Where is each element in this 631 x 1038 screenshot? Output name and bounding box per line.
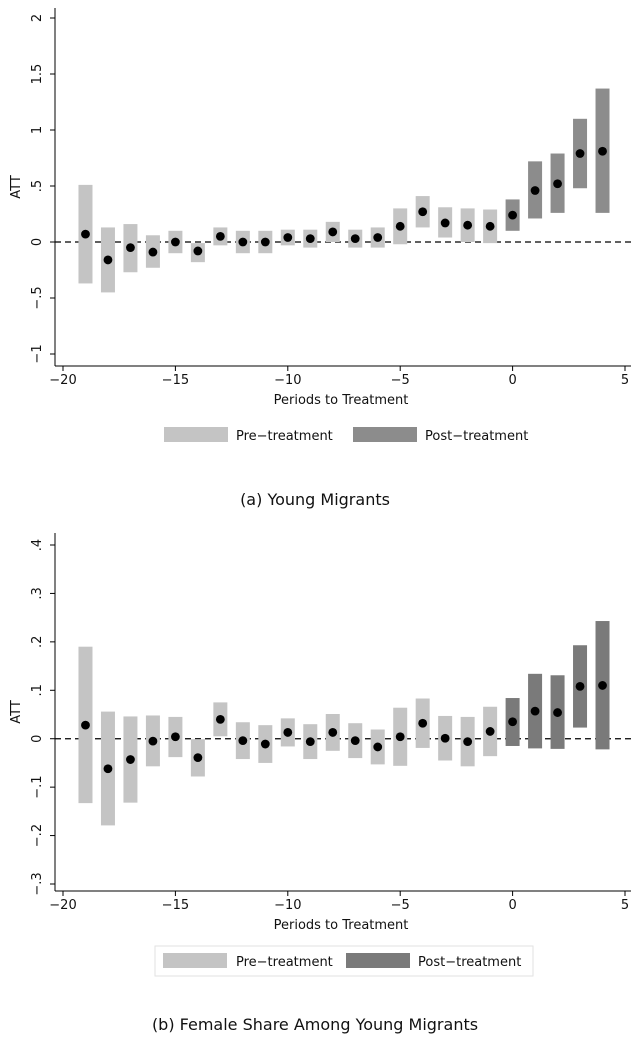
x-axis-label-b: Periods to Treatment — [274, 918, 409, 933]
legend-label-post-b: Post−treatment — [418, 955, 521, 970]
legend-swatch-post-b — [346, 953, 410, 968]
x-tick-label-b: −15 — [162, 898, 189, 913]
panel-a: −20 −15 −10 −5 0 5 −1 −.5 0 .5 1 1.5 2 ATT Periods t… — [9, 8, 631, 509]
point-estimate-a — [328, 227, 338, 237]
caption-a: (a) Young Migrants — [240, 490, 390, 509]
point-estimate-a — [575, 149, 585, 158]
point-estimate-a — [283, 233, 293, 242]
point-estimate-b — [328, 728, 338, 737]
x-tick-label-a: −10 — [274, 373, 301, 388]
point-estimate-a — [485, 221, 495, 231]
x-tick-label-b: −20 — [49, 898, 76, 913]
point-estimate-a — [598, 146, 607, 156]
panel-b: −20 −15 −10 −5 0 5 −.3 −.2 −.1 0 .1 .2 .3 .4 ATT Peri… — [9, 533, 631, 1034]
point-estimate-b — [238, 736, 248, 746]
point-estimate-b — [418, 718, 428, 728]
point-estimate-b — [508, 717, 517, 727]
y-tick-label-a: 1 — [30, 126, 45, 134]
point-estimate-b — [530, 706, 540, 716]
legend-swatch-post-a — [353, 427, 417, 442]
legend-label-pre-a: Pre−treatment — [236, 429, 333, 444]
x-axis-label-a: Periods to Treatment — [274, 393, 409, 408]
point-estimate-b — [283, 728, 293, 737]
plot-area-a: −20 −15 −10 −5 0 5 −1 −.5 0 .5 1 1.5 2 — [30, 14, 631, 388]
point-estimate-a — [463, 220, 473, 230]
point-estimate-a — [238, 237, 248, 247]
y-tick-label-b: −.2 — [30, 824, 45, 847]
point-estimate-b — [575, 682, 585, 691]
y-tick-label-a: 2 — [30, 14, 45, 22]
point-estimate-a — [395, 221, 405, 231]
y-axis-label-a: ATT — [9, 175, 24, 199]
point-estimate-b — [395, 732, 405, 742]
point-estimate-b — [148, 736, 158, 746]
point-estimate-b — [553, 708, 562, 717]
point-estimate-a — [215, 232, 225, 241]
y-tick-label-b: 0 — [30, 735, 45, 743]
legend-swatch-pre-a — [164, 427, 228, 442]
y-tick-label-a: .5 — [30, 180, 45, 192]
point-estimate-a — [103, 255, 113, 265]
y-tick-label-a: −1 — [30, 344, 45, 363]
x-tick-label-a: 0 — [508, 373, 516, 388]
point-estimate-b — [193, 753, 203, 763]
point-estimate-b — [463, 737, 473, 747]
point-estimate-a — [553, 179, 562, 189]
point-estimate-a — [193, 246, 203, 256]
point-estimate-b — [215, 714, 225, 724]
legend-b: Pre−treatment Post−treatment — [154, 945, 534, 977]
legend-frame-b — [154, 945, 534, 977]
point-estimate-b — [350, 736, 360, 746]
point-estimate-b — [440, 733, 450, 743]
y-tick-label-b: .4 — [30, 539, 45, 551]
point-estimate-b — [485, 727, 495, 736]
point-estimate-a — [350, 234, 360, 244]
point-estimate-a — [530, 186, 540, 195]
x-tick-label-a: −20 — [49, 373, 76, 388]
x-tick-label-b: −10 — [274, 898, 301, 913]
point-estimate-b — [126, 755, 135, 764]
point-estimate-a — [440, 218, 450, 228]
point-estimate-b — [103, 764, 113, 774]
y-tick-label-a: 0 — [30, 238, 45, 246]
legend-a: Pre−treatment Post−treatment — [164, 427, 528, 444]
point-estimate-b — [305, 737, 315, 747]
y-tick-label-b: −.1 — [30, 775, 45, 798]
y-tick-label-b: .3 — [30, 587, 45, 599]
point-estimate-b — [81, 720, 90, 730]
x-tick-label-a: −5 — [391, 373, 410, 388]
x-tick-label-b: 0 — [508, 898, 516, 913]
x-tick-label-b: −5 — [391, 898, 410, 913]
legend-swatch-pre-b — [163, 953, 227, 968]
point-estimate-a — [373, 233, 383, 242]
point-estimate-a — [81, 229, 90, 239]
point-estimate-a — [148, 247, 158, 257]
point-estimate-a — [508, 210, 517, 220]
point-estimate-b — [260, 739, 270, 749]
x-tick-label-b: 5 — [621, 898, 629, 913]
x-tick-label-a: −15 — [162, 373, 189, 388]
legend-label-post-a: Post−treatment — [425, 429, 528, 444]
point-estimate-a — [171, 237, 180, 247]
y-tick-label-a: −.5 — [30, 286, 45, 309]
point-estimate-a — [305, 234, 315, 244]
y-tick-label-b: .2 — [30, 636, 45, 648]
y-axis-label-b: ATT — [9, 700, 24, 724]
legend-label-pre-b: Pre−treatment — [236, 955, 333, 970]
x-tick-label-a: 5 — [621, 373, 629, 388]
plot-area-b: −20 −15 −10 −5 0 5 −.3 −.2 −.1 0 .1 .2 .3 .4 — [30, 539, 631, 913]
point-estimate-a — [126, 243, 135, 253]
point-estimate-a — [418, 207, 428, 217]
y-tick-label-a: 1.5 — [30, 64, 45, 85]
point-estimate-b — [598, 681, 607, 690]
point-estimate-b — [171, 732, 180, 742]
y-tick-label-b: −.3 — [30, 872, 45, 895]
point-estimate-a — [260, 237, 270, 247]
y-tick-label-b: .1 — [30, 684, 45, 696]
caption-b: (b) Female Share Among Young Migrants — [152, 1015, 478, 1034]
point-estimate-b — [373, 742, 383, 752]
